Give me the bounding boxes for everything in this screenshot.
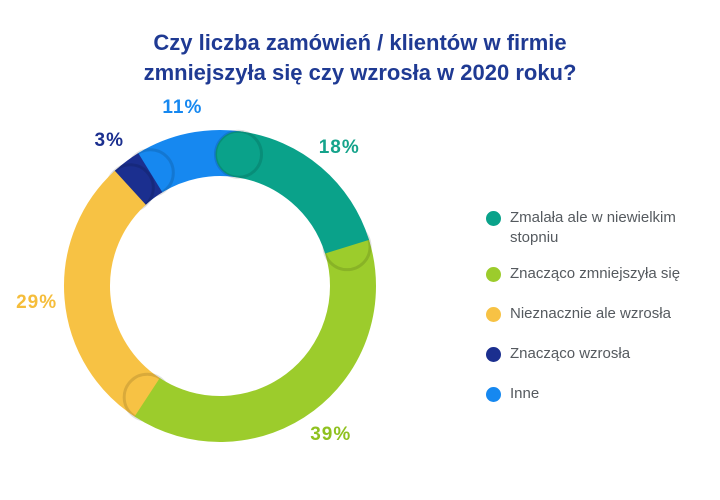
chart-title-line-2: zmniejszyła się czy wzrosła w 2020 roku?: [143, 60, 577, 85]
legend-label: Znacząco wzrosła: [510, 345, 631, 362]
slice-percent-label: 3%: [95, 130, 124, 151]
legend-swatch: [486, 387, 501, 402]
chart-title-line-1: Czy liczba zamówień / klientów w firmie: [153, 30, 567, 55]
legend-swatch: [486, 347, 501, 362]
slice-percent-label: 11%: [162, 97, 202, 118]
legend-item-nieznacznie-wzrosla: Nieznacznie ale wzrosła: [486, 304, 716, 324]
legend-item-zmalala: Zmalała ale w niewielkim stopniu: [486, 208, 716, 248]
slice-percent-label: 18%: [319, 137, 360, 158]
legend-label: Znacząco zmniejszyła się: [510, 265, 681, 282]
legend-swatch: [486, 211, 501, 226]
slice-percent-label: 39%: [310, 424, 351, 445]
legend-label-line-2: stopniu: [510, 229, 559, 246]
donut-slice: [64, 170, 161, 417]
legend-item-znaczaco-wzrosla: Znacząco wzrosła: [486, 344, 716, 364]
donut-slice: [134, 239, 376, 442]
legend-swatch: [486, 307, 501, 322]
legend-item-znaczaco-zmniejszyla: Znacząco zmniejszyła się: [486, 264, 716, 284]
slice-percent-label: 29%: [16, 292, 57, 313]
chart-title: Czy liczba zamówień / klientów w firmie …: [0, 28, 720, 88]
legend-label-line-1: Zmalała ale w niewielkim: [510, 209, 676, 226]
legend-swatch: [486, 267, 501, 282]
legend-item-inne: Inne: [486, 384, 716, 404]
legend-label: Nieznacznie ale wzrosła: [510, 305, 671, 322]
donut-slice-cap-shadow: [214, 129, 264, 179]
chart-legend: Zmalała ale w niewielkim stopniu Znacząc…: [486, 208, 716, 424]
donut-slice-cap: [215, 131, 262, 178]
legend-label: Inne: [510, 385, 540, 402]
